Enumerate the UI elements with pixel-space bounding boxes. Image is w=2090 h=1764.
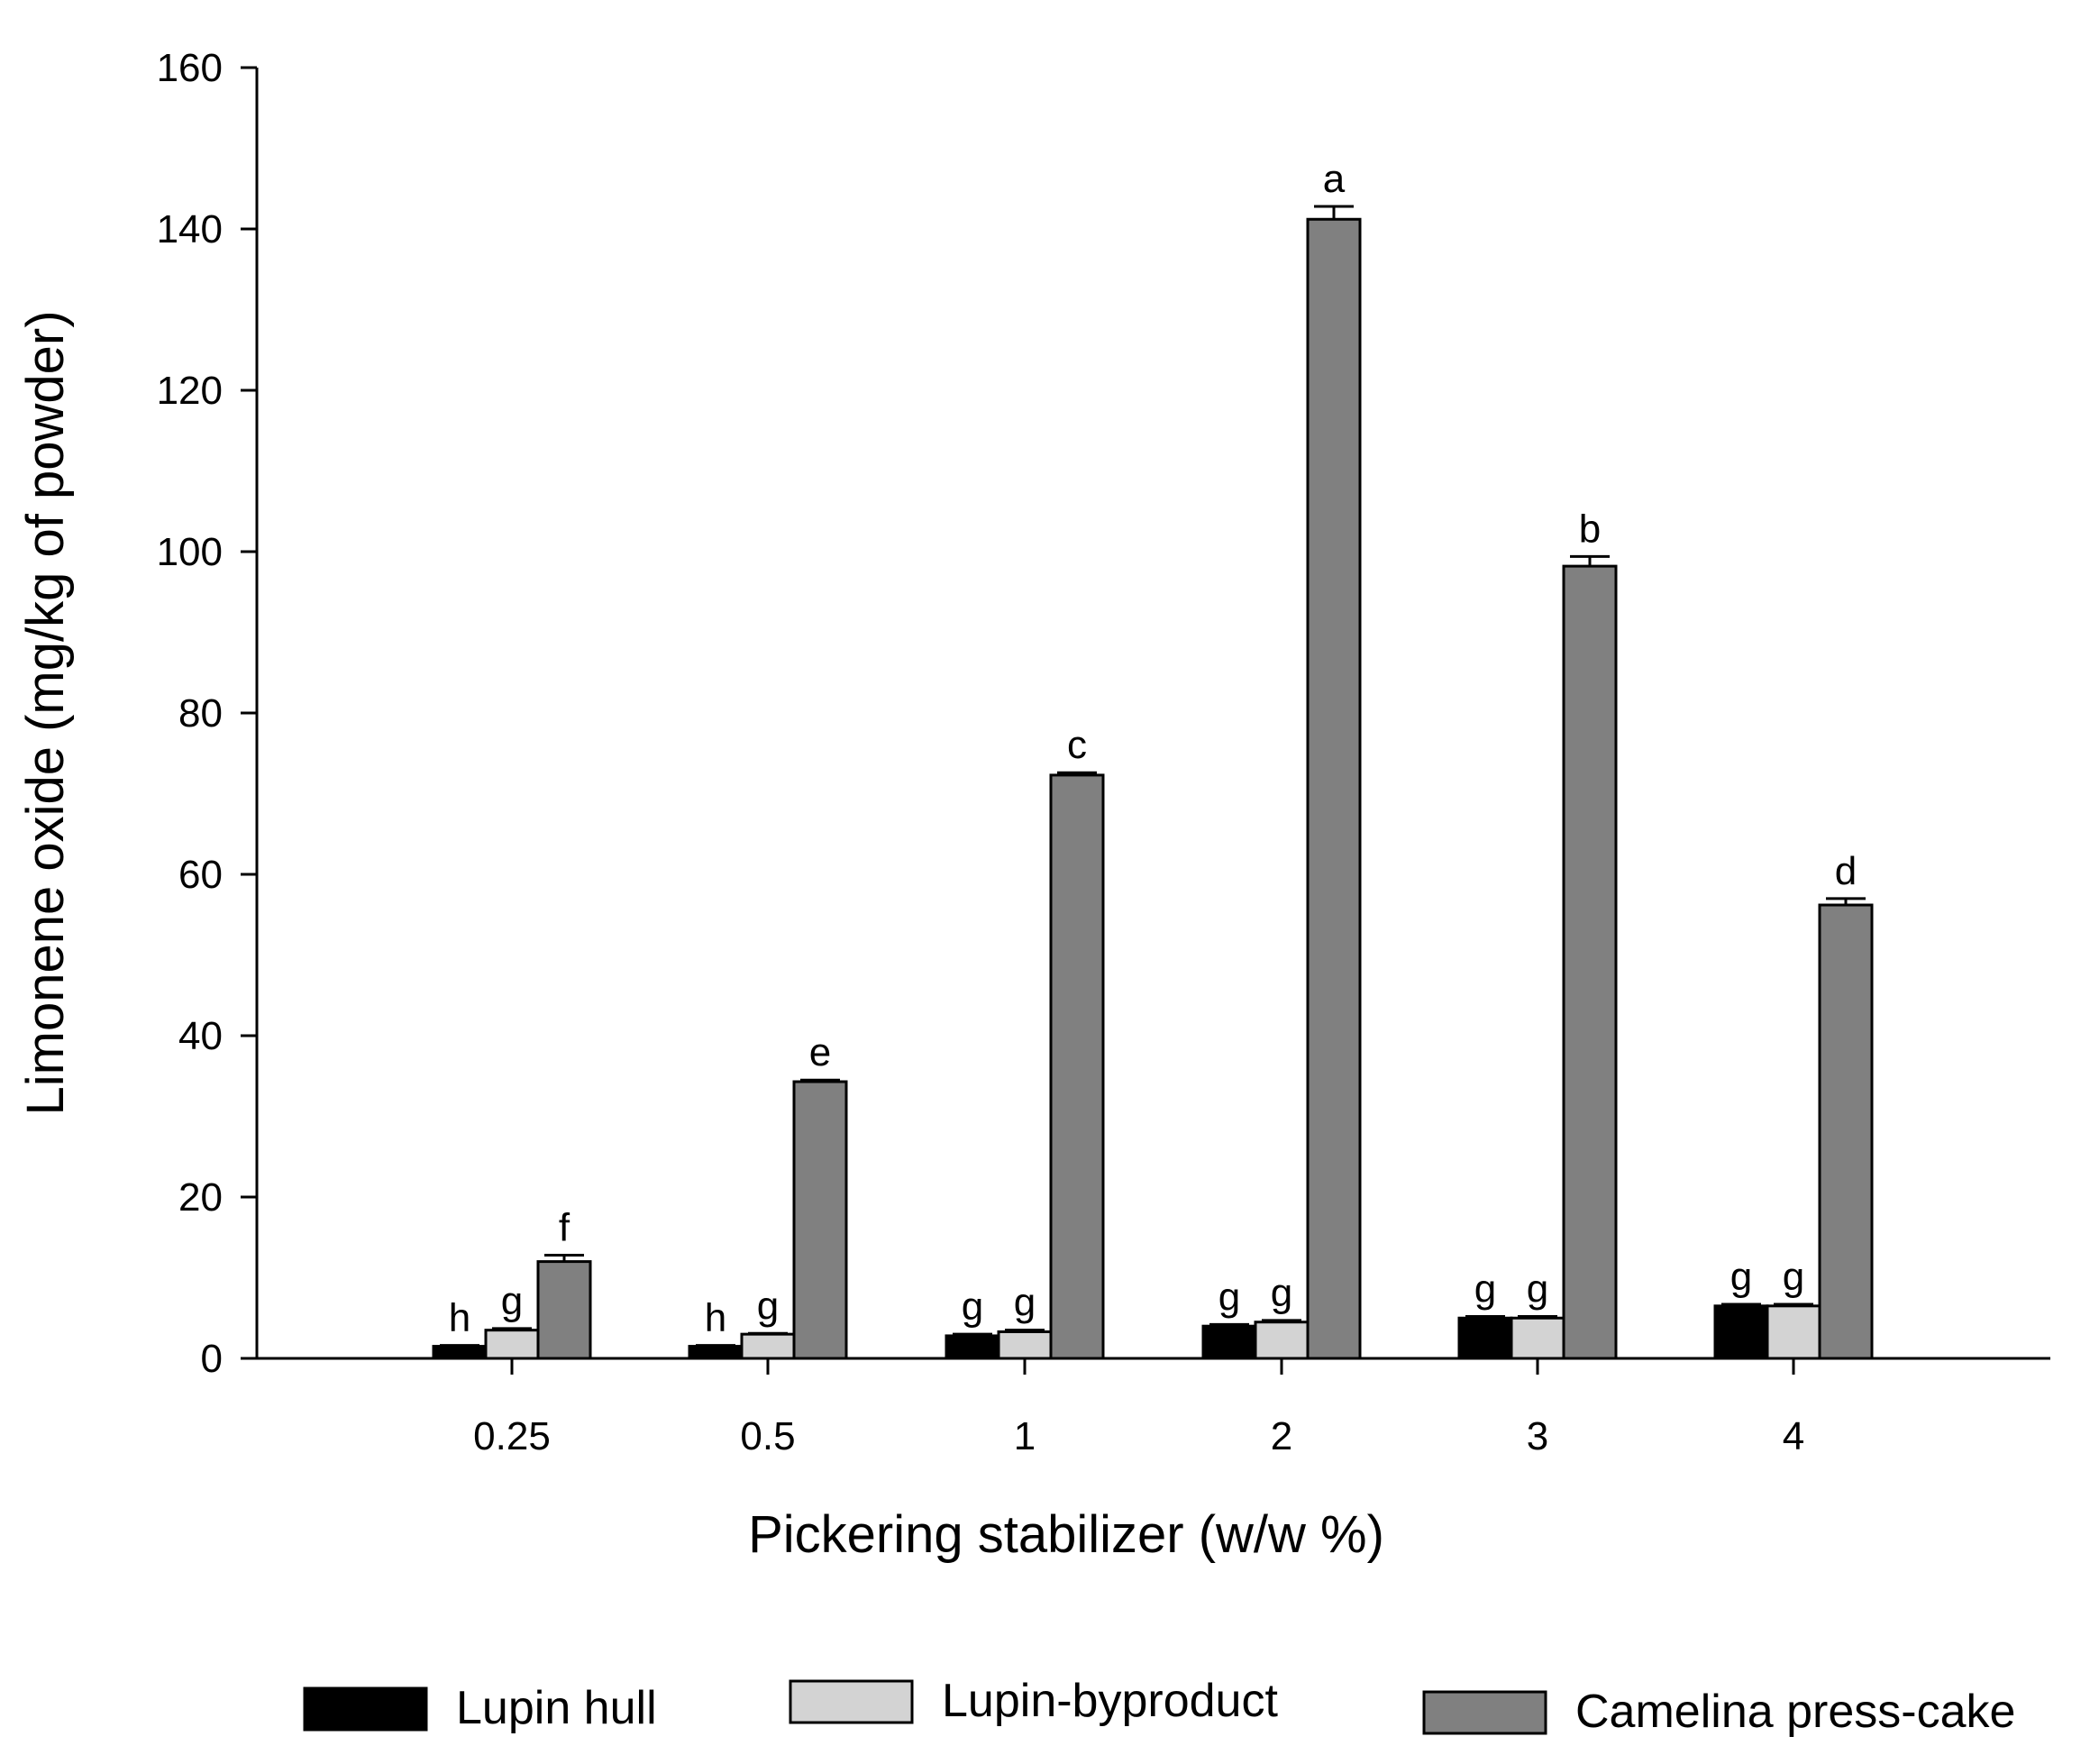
bar (1562, 564, 1618, 1360)
bar (536, 1260, 592, 1360)
bar (688, 1345, 744, 1360)
bar (1306, 217, 1362, 1360)
significance-letter: a (1323, 157, 1346, 201)
y-tick-label: 60 (178, 853, 223, 897)
x-tick-label: 4 (1783, 1414, 1804, 1458)
significance-letter: h (705, 1296, 726, 1340)
y-ticks: 0 20 40 60 80 100 120 140 160 (157, 46, 257, 1381)
bar (1818, 903, 1874, 1360)
x-tick-label: 0.5 (740, 1414, 795, 1458)
significance-letter: g (1783, 1255, 1804, 1299)
bar (1201, 1324, 1257, 1360)
significance-letter: g (501, 1279, 523, 1323)
significance-letter: g (1527, 1266, 1548, 1311)
significance-letter: f (559, 1205, 570, 1249)
significance-letter: d (1835, 849, 1857, 893)
bar (1049, 773, 1105, 1360)
y-tick-label: 120 (157, 369, 223, 413)
x-tick-label: 3 (1527, 1414, 1548, 1458)
legend-swatch (789, 1679, 914, 1724)
legend-label: Camelina press-cake (1575, 1686, 2015, 1738)
legend-swatch (303, 1686, 428, 1732)
bars (432, 205, 1874, 1360)
bar (945, 1334, 1000, 1360)
y-tick-label: 100 (157, 530, 223, 574)
y-tick-label: 80 (178, 691, 223, 736)
bar (1510, 1316, 1565, 1360)
legend-item: Camelina press-cake (1422, 1686, 2015, 1738)
bar (484, 1329, 540, 1360)
x-axis-label: Pickering stabilizer (w/w %) (748, 1505, 1384, 1564)
significance-letter: h (449, 1296, 470, 1340)
x-tick-label: 1 (1014, 1414, 1036, 1458)
significance-letter: g (1271, 1271, 1292, 1315)
legend-swatch (1422, 1690, 1547, 1735)
y-tick-label: 40 (178, 1014, 223, 1058)
legend-item: Lupin-byproduct (789, 1675, 1278, 1727)
legend: Lupin hull Lupin-byproduct Camelina press-… (303, 1675, 2015, 1738)
significance-letter: g (1014, 1281, 1036, 1325)
significance-letter: g (1730, 1255, 1752, 1299)
significance-letter: e (809, 1030, 831, 1074)
bar (1254, 1321, 1310, 1360)
legend-label: Lupin-byproduct (942, 1675, 1278, 1727)
significance-letter: c (1067, 723, 1087, 767)
legend-label: Lupin hull (456, 1682, 657, 1734)
legend-item: Lupin hull (303, 1682, 657, 1734)
y-tick-label: 0 (201, 1337, 223, 1381)
bar (997, 1330, 1053, 1360)
significance-letter: g (1474, 1266, 1496, 1311)
bar (1766, 1304, 1821, 1360)
y-tick-label: 140 (157, 207, 223, 251)
y-axis-label: Limonene oxide (mg/kg of powder) (16, 310, 75, 1115)
y-tick-label: 160 (157, 46, 223, 90)
x-tick-label: 0.25 (473, 1414, 551, 1458)
bar (792, 1080, 848, 1360)
significance-letter: g (962, 1284, 983, 1329)
bar (432, 1345, 488, 1360)
significance-letter: b (1579, 507, 1601, 551)
bar (740, 1332, 796, 1360)
bar (1713, 1304, 1769, 1360)
x-ticks: 0.25 0.5 1 2 3 4 (473, 1358, 1804, 1458)
x-tick-label: 2 (1271, 1414, 1292, 1458)
significance-letter: g (1218, 1275, 1240, 1319)
y-tick-label: 20 (178, 1175, 223, 1220)
bar (1457, 1316, 1513, 1360)
significance-letter: g (757, 1284, 779, 1328)
